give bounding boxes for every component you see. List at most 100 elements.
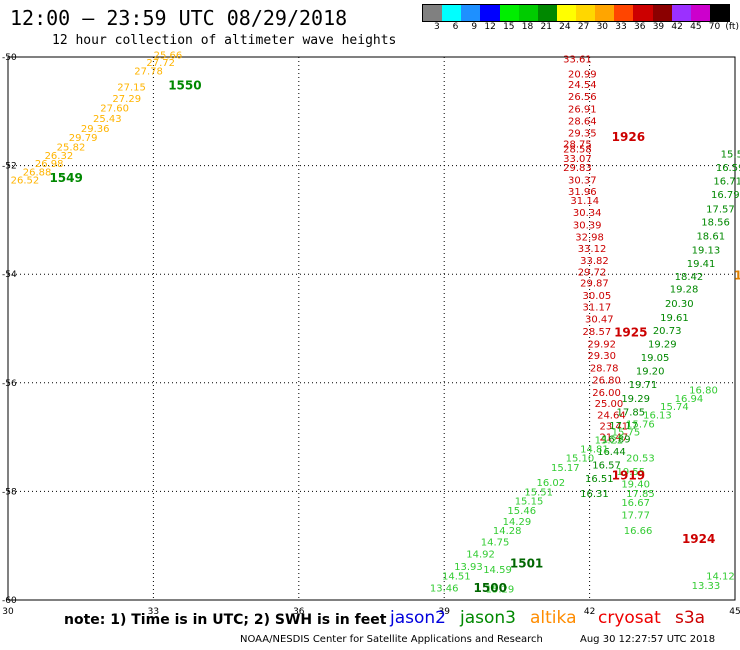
swh-value-jason3: 13.46 (430, 583, 459, 594)
swh-value-jason3: 19.13 (692, 246, 721, 257)
swh-value-jason3: 17.85 (616, 407, 645, 418)
swh-value-cryosat: 31.14 (570, 196, 599, 207)
swh-value-jason3: 19.29 (648, 340, 677, 351)
swh-value-jason3: 15.76 (626, 419, 655, 430)
pass-time-label: 1550 (168, 79, 201, 93)
swh-value-cryosat: 24.64 (597, 411, 626, 422)
swh-value-jason3: 20.30 (665, 299, 694, 310)
swh-value-jason2: 27.72 (146, 58, 175, 69)
swh-value-cryosat: 33.07 (563, 154, 592, 165)
swh-value-jason3: 18.56 (701, 217, 730, 228)
legend-label: 70 (708, 22, 721, 32)
data-points: 26.5226.8826.9826.3225.8229.7929.3625.43… (11, 51, 740, 596)
x-tick-label: 36 (293, 607, 305, 617)
swh-value-jason3: 13.33 (692, 581, 721, 592)
swh-value-jason3: 16.13 (643, 411, 672, 422)
swh-value-jason3: 16.71 (713, 177, 740, 188)
satellite-label-jason2: jason2 (390, 608, 446, 628)
swh-value-cryosat: 23.41 (600, 421, 629, 432)
satellite-label-cryosat: cryosat (598, 608, 661, 628)
credit-line: NOAA/NESDIS Center for Satellite Applica… (240, 634, 543, 645)
swh-value-jason3: 14.51 (442, 571, 471, 582)
swh-value-jason2: 27.29 (112, 94, 141, 105)
swh-value-jason3: 15.10 (566, 454, 595, 465)
legend-label: 24 (559, 22, 571, 32)
legend-label: 12 (484, 22, 496, 32)
x-tick-label: 42 (584, 607, 595, 617)
swh-value-cryosat: 26.80 (592, 375, 621, 386)
swh-value-cryosat: 33.12 (578, 244, 607, 255)
color-scale-legend (422, 4, 730, 22)
swh-value-jason3: 15.51 (524, 488, 553, 499)
legend-swatch (537, 5, 557, 21)
swh-value-jason2: 25.66 (154, 51, 183, 62)
swh-value-jason3: 20.73 (653, 326, 682, 337)
generation-timestamp: Aug 30 12:27:57 UTC 2018 (580, 634, 716, 645)
legend-swatch (480, 5, 500, 21)
y-tick-label: -56 (2, 379, 17, 389)
swh-value-cryosat: 24.54 (568, 80, 597, 91)
swh-value-jason3: 16.44 (597, 447, 626, 458)
legend-label: 6 (452, 22, 459, 32)
swh-value-jason3: 14.75 (481, 538, 510, 549)
grid-lines (7, 56, 736, 601)
swh-value-jason3: 15.22 (595, 436, 624, 447)
pass-time-label: 1925 (614, 326, 647, 340)
pass-time-label: 1549 (49, 171, 82, 185)
x-tick-label: 30 (2, 607, 14, 617)
swh-value-cryosat: 21.47 (600, 432, 629, 443)
swh-value-jason2: 26.88 (23, 167, 52, 178)
swh-value-jason3: 14.29 (503, 517, 532, 528)
swh-value-jason2: 25.43 (93, 114, 122, 125)
pass-time-label: 1926 (612, 130, 645, 144)
swh-value-jason3: 19.61 (660, 313, 689, 324)
swh-value-cryosat: 29.72 (578, 267, 607, 278)
swh-value-jason3: 19.41 (687, 259, 716, 270)
swh-value-jason2: 29.36 (81, 124, 110, 135)
legend-swatch (518, 5, 538, 21)
legend-swatch (690, 5, 710, 21)
pass-time-label: 14 (734, 269, 740, 283)
color-scale-labels: 3 6 9 12 15 18 21 24 27 30 33 36 39 42 45 70 (ft) (422, 22, 740, 34)
swh-value-cryosat: 33.82 (580, 256, 609, 267)
swh-value-jason2: 27.15 (117, 83, 146, 94)
chart-subtitle: 12 hour collection of altimeter wave hei… (52, 33, 397, 48)
swh-value-jason3: 18.42 (675, 272, 704, 283)
legend-label: 27 (577, 22, 590, 32)
swh-value-jason3: 14.92 (466, 550, 495, 561)
swh-value-cryosat: 29.92 (587, 340, 616, 351)
swh-value-jason3: 14.81 (580, 444, 609, 455)
footer-note: note: 1) Time is in UTC; 2) SWH is in fe… (64, 612, 387, 628)
x-tick-label: 45 (729, 607, 740, 617)
swh-value-cryosat: 20.99 (568, 70, 597, 81)
legend-label: (ft) (725, 22, 739, 32)
swh-value-jason2: 26.98 (35, 159, 64, 170)
swh-value-cryosat: 30.05 (583, 291, 612, 302)
swh-value-jason3: 16.59 (716, 163, 740, 174)
swh-value-cryosat: 31.96 (568, 187, 597, 198)
swh-value-jason3: 17.57 (706, 204, 735, 215)
y-tick-label: -58 (2, 487, 17, 497)
legend-swatch (633, 5, 653, 21)
pass-time-label: 1924 (682, 532, 715, 546)
swh-value-jason3: 19.05 (641, 353, 670, 364)
legend-label: 45 (690, 22, 702, 32)
swh-value-cryosat: 28.78 (590, 363, 619, 374)
swh-value-cryosat: 30.37 (568, 176, 597, 187)
swh-value-jason3: 17.17 (609, 421, 638, 432)
pass-time-label: 1500 (474, 581, 507, 595)
swh-value-cryosat: 19.55 (616, 467, 645, 478)
swh-value-cryosat: 29.30 (587, 351, 616, 362)
legend-label: 15 (503, 22, 515, 32)
swh-value-cryosat: 19.40 (621, 480, 650, 491)
legend-swatch (671, 5, 691, 21)
legend-label: 30 (596, 22, 609, 32)
pass-time-label: 1919 (612, 468, 645, 482)
legend-label: 18 (521, 22, 534, 32)
swh-value-cryosat: 32.98 (575, 233, 604, 244)
legend-swatch (652, 5, 672, 21)
swh-value-jason3: 14.12 (706, 571, 735, 582)
swh-value-jason3: 15.29 (486, 584, 515, 595)
legend-swatch (442, 5, 462, 21)
swh-value-jason2: 25.82 (57, 142, 86, 153)
